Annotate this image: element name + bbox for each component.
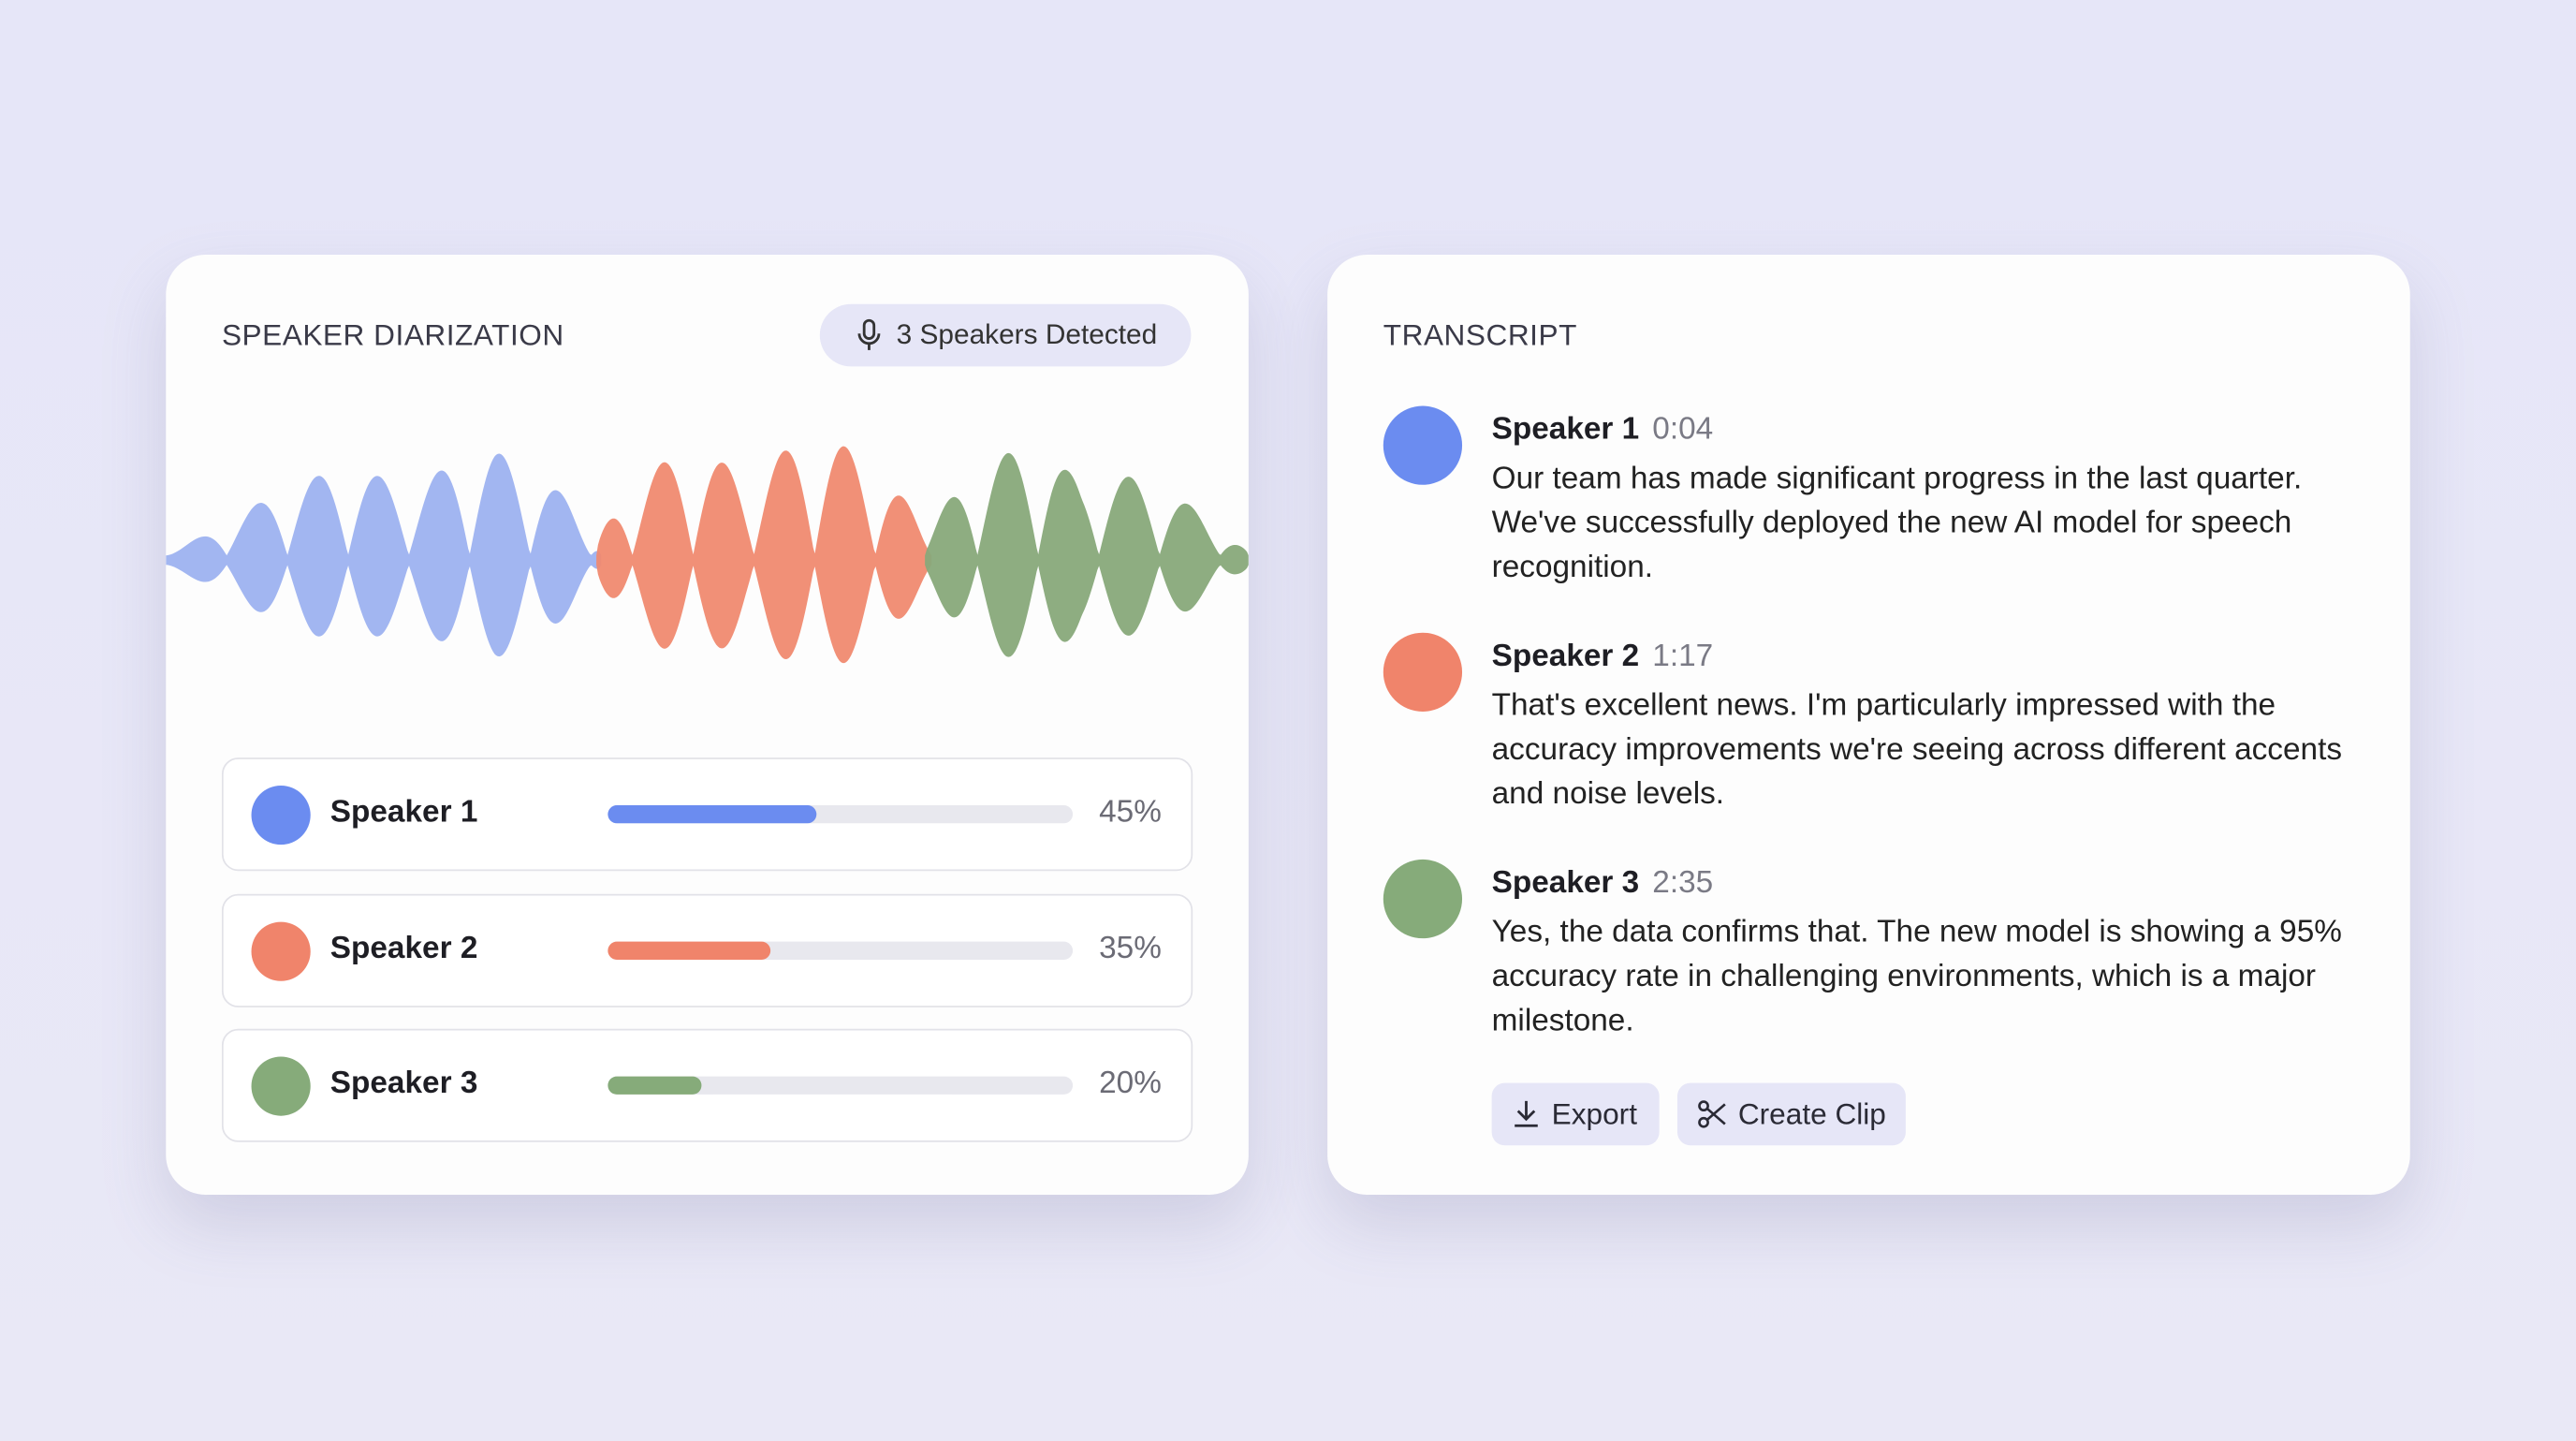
entry-header: Speaker 3 2:35	[1492, 866, 1714, 903]
badge-text: 3 Speakers Detected	[896, 318, 1158, 350]
speaker-row: Speaker 1 45%	[221, 757, 1193, 872]
speaker-row: Speaker 3 20%	[221, 1028, 1193, 1142]
entry-text: Yes, the data confirms that. The new mod…	[1491, 915, 2342, 1039]
export-button[interactable]: Export	[1491, 1082, 1660, 1146]
timestamp: 1:17	[1652, 639, 1714, 674]
share-bar	[607, 940, 771, 960]
waveform-segment	[925, 452, 1249, 657]
share-bar	[607, 1076, 701, 1095]
share-label: 45%	[1099, 795, 1162, 831]
scissors-icon	[1698, 1100, 1726, 1128]
entry-text: Our team has made significant progress i…	[1491, 462, 2303, 585]
speakers-badge: 3 Speakers Detected	[819, 303, 1192, 367]
share-track	[607, 804, 1074, 824]
waveform	[166, 446, 1249, 664]
speaker-name: Speaker 1	[1491, 412, 1640, 448]
speaker-name: Speaker 3	[1491, 865, 1640, 901]
speaker-avatar	[1383, 405, 1463, 485]
download-icon	[1515, 1100, 1539, 1127]
create-clip-button[interactable]: Create Clip	[1676, 1082, 1906, 1146]
speaker-avatar	[1383, 632, 1463, 712]
speaker-name: Speaker 1	[329, 795, 478, 831]
timestamp: 2:35	[1652, 865, 1714, 901]
speaker-name: Speaker 2	[1491, 639, 1640, 674]
entry-text: That's excellent news. I'm particularly …	[1491, 688, 2343, 813]
speaker-dot	[251, 920, 311, 980]
button-label: Export	[1551, 1096, 1637, 1130]
share-track	[607, 1076, 1074, 1095]
share-label: 20%	[1099, 1066, 1162, 1101]
transcript-card	[1327, 255, 2410, 1195]
entry-header: Speaker 2 1:17	[1492, 640, 1714, 676]
entry-header: Speaker 1 0:04	[1492, 413, 1714, 449]
share-track	[607, 940, 1074, 960]
mic-icon	[856, 318, 880, 350]
waveform-segment	[596, 446, 932, 664]
button-label: Create Clip	[1737, 1096, 1886, 1130]
share-label: 35%	[1099, 931, 1162, 966]
card-title: TRANSCRIPT	[1383, 318, 1577, 352]
share-bar	[607, 804, 817, 824]
timestamp: 0:04	[1652, 412, 1714, 448]
speaker-row: Speaker 2 35%	[221, 892, 1193, 1007]
waveform-segment	[166, 453, 602, 657]
speaker-name: Speaker 2	[329, 931, 478, 966]
speaker-avatar	[1383, 859, 1463, 939]
speaker-dot	[251, 1056, 311, 1116]
card-title: SPEAKER DIARIZATION	[221, 318, 564, 352]
speaker-dot	[251, 785, 311, 845]
speaker-name: Speaker 3	[329, 1066, 478, 1101]
